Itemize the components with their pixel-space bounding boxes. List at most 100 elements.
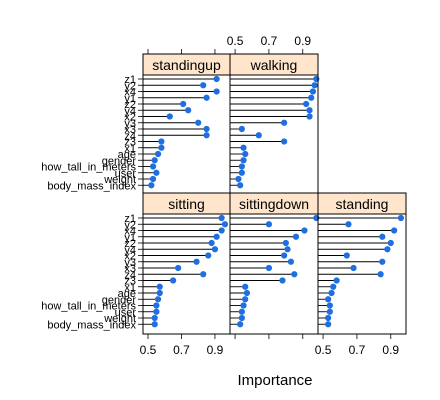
y-tick-label-bot-x1: x1 [124, 282, 136, 294]
y-tick-label-bot-x4: x4 [124, 226, 136, 238]
point-walking-user [238, 169, 245, 176]
y-tick-label-top-age: age [118, 149, 136, 161]
point-standing-y4 [384, 246, 391, 253]
y-tick-label-bot-y3: y3 [124, 257, 136, 269]
x-tick-label-bot2-0.9: 0.9 [207, 343, 224, 357]
point-standingup-y2 [200, 82, 207, 89]
point-standing-body_mass_index [325, 321, 332, 328]
point-sitting-z2 [208, 239, 215, 247]
point-sittingdown-body_mass_index [237, 321, 244, 328]
y-tick-label-bot-z2: z2 [124, 238, 136, 250]
point-sitting-how_tall_in_meters [153, 302, 160, 309]
point-standingup-weight [149, 175, 157, 183]
y-tick-label-bot-z1: z1 [124, 213, 136, 225]
point-standing-x3 [350, 264, 357, 272]
y-tick-label-top-z3: z3 [124, 137, 136, 149]
point-sittingdown-y4 [284, 246, 291, 253]
point-sitting-x2 [205, 252, 212, 259]
y-tick-label-top-z4: z4 [124, 130, 136, 142]
y-tick-label-bot-y1: y1 [124, 232, 136, 244]
strip-label-standing: standing [336, 196, 389, 212]
point-sitting-y4 [211, 246, 219, 253]
x-tick-label-top1-0.7: 0.7 [261, 34, 278, 48]
point-standingup-gender [151, 157, 158, 164]
y-tick-label-top-x2: x2 [124, 112, 136, 124]
y-tick-label-bot-z3: z3 [124, 276, 136, 288]
point-standingup-x4 [213, 88, 220, 95]
point-standingup-x3 [203, 125, 210, 133]
y-tick-label-top-z1: z1 [124, 74, 136, 86]
point-standing-z1 [397, 214, 405, 222]
x-tick-label-bot4-0.7: 0.7 [349, 343, 366, 357]
y-tick-label-bot-weight: weight [103, 313, 136, 325]
x-tick-label-bot2-0.7: 0.7 [173, 343, 190, 357]
point-sittingdown-gender [242, 296, 249, 303]
point-sittingdown-x1 [242, 283, 249, 290]
y-tick-label-top-how_tall_in_meters: how_tall_in_meters [41, 162, 136, 174]
point-standing-z2 [387, 239, 394, 247]
point-walking-y1 [308, 94, 315, 101]
point-standingup-z1 [213, 75, 220, 83]
y-tick-label-top-y1: y1 [124, 93, 136, 105]
point-walking-x4 [309, 88, 317, 95]
y-tick-label-top-y3: y3 [124, 118, 136, 130]
point-sitting-x3 [175, 264, 182, 272]
point-walking-y2 [311, 82, 318, 89]
x-axis-label: Importance [237, 372, 312, 389]
point-walking-y4 [306, 107, 313, 114]
y-tick-label-top-y2: y2 [124, 80, 136, 92]
point-walking-x1 [240, 144, 247, 151]
y-tick-label-top-user: user [115, 168, 137, 180]
point-standingup-body_mass_index [148, 182, 155, 189]
point-sittingdown-z3 [279, 277, 286, 284]
point-standingup-how_tall_in_meters [149, 163, 157, 170]
y-tick-label-bot-x3: x3 [124, 263, 136, 275]
point-sitting-x4 [218, 227, 225, 234]
point-walking-age [242, 150, 249, 158]
point-walking-x2 [306, 113, 313, 120]
y-tick-label-bot-how_tall_in_meters: how_tall_in_meters [41, 301, 136, 313]
x-tick-label-bot4-0.9: 0.9 [382, 343, 399, 357]
point-standingup-y3 [195, 119, 202, 126]
x-tick-label-bot2-0.5: 0.5 [140, 343, 157, 357]
point-sittingdown-x4 [301, 227, 308, 234]
point-sitting-z4 [200, 271, 207, 278]
point-sittingdown-weight [238, 314, 245, 322]
point-standing-x2 [343, 252, 350, 259]
y-tick-label-bot-y2: y2 [124, 219, 136, 231]
strip-label-sittingdown: sittingdown [239, 196, 309, 212]
point-standingup-x1 [158, 144, 165, 151]
point-walking-body_mass_index [237, 182, 244, 189]
y-tick-label-top-y4: y4 [124, 105, 136, 117]
point-sitting-weight [151, 314, 158, 322]
point-standing-age [328, 289, 335, 297]
point-walking-z3 [281, 138, 288, 145]
point-standing-z3 [333, 277, 340, 284]
point-standing-y3 [379, 258, 386, 265]
point-sittingdown-age [243, 289, 251, 297]
point-sitting-z3 [170, 277, 177, 284]
point-walking-weight [235, 175, 242, 183]
point-standingup-z3 [158, 138, 165, 145]
point-standingup-y1 [203, 94, 210, 101]
point-walking-z2 [303, 100, 310, 108]
point-standingup-x2 [166, 113, 173, 120]
point-standing-y1 [379, 233, 386, 240]
point-sitting-age [156, 289, 163, 297]
point-standingup-age [154, 150, 162, 158]
point-standingup-z4 [203, 132, 210, 139]
point-sittingdown-how_tall_in_meters [240, 302, 247, 309]
point-standing-weight [325, 314, 332, 322]
point-standing-user [326, 308, 333, 315]
y-tick-label-bot-age: age [118, 288, 136, 300]
y-tick-label-bot-user: user [115, 307, 137, 319]
point-sittingdown-y1 [292, 233, 300, 240]
point-sitting-x1 [156, 283, 163, 290]
point-sittingdown-z2 [282, 239, 289, 247]
y-tick-label-bot-gender: gender [102, 294, 137, 306]
point-sitting-user [153, 308, 160, 315]
y-tick-label-top-weight: weight [103, 174, 136, 186]
strip-standing [317, 192, 407, 215]
point-walking-z4 [255, 132, 262, 139]
